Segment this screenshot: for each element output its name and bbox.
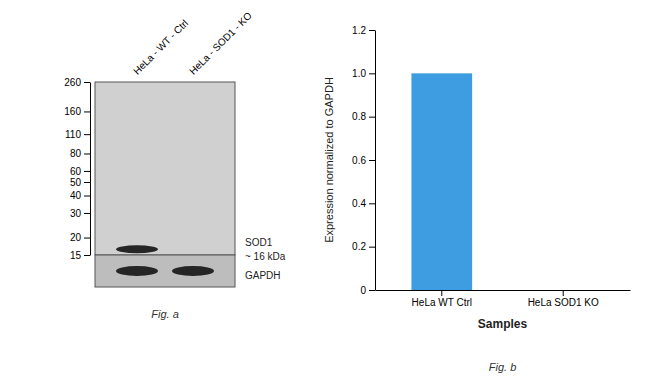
y-axis-title: Expression normalized to GAPDH: [323, 77, 335, 243]
mw-tick: 60: [70, 166, 90, 177]
y-tick: 0.6: [352, 155, 375, 166]
y-axis: 0 0.2 0.4 0.6 0.8 1.0 1.2: [352, 25, 375, 296]
mw-tick-mark: [84, 255, 90, 256]
y-tick-mark: [369, 247, 375, 248]
mw-tick-mark: [84, 111, 90, 112]
bar: [533, 290, 594, 291]
mw-tick-label: 260: [64, 77, 81, 88]
band: [116, 245, 158, 253]
y-tick: 0.8: [352, 111, 375, 122]
mw-tick: 50: [70, 177, 90, 188]
y-tick-mark: [369, 160, 375, 161]
y-tick-label: 0.6: [352, 155, 366, 166]
band-size-label: ~ 16 kDa: [245, 251, 286, 262]
y-tick-mark: [369, 117, 375, 118]
mw-tick-mark: [84, 196, 90, 197]
mw-axis-line: [90, 83, 91, 256]
mw-tick-mark: [84, 153, 90, 154]
mw-tick-label: 60: [70, 166, 82, 177]
mw-tick-label: 15: [70, 250, 82, 261]
mw-tick-label: 40: [70, 190, 82, 201]
mw-tick-mark: [84, 238, 90, 239]
mw-tick-mark: [84, 134, 90, 135]
x-axis: HeLa WT Ctrl HeLa SOD1 KO: [376, 290, 631, 308]
lane-tick-label: HeLa - WT - Ctrl: [131, 17, 190, 76]
y-axis-line: [375, 31, 376, 291]
mw-tick: 20: [70, 232, 90, 243]
bars: [411, 73, 472, 290]
blot-panel: 260 160 110 80 6050 40 30 20 15 HeLa - WT - CtrlH…: [64, 10, 285, 320]
y-tick-mark: [369, 203, 375, 204]
mw-tick-mark: [84, 213, 90, 214]
lane-tick: HeLa - WT - Ctrl: [131, 17, 190, 78]
mw-tick: 80: [70, 148, 90, 159]
mw-tick-label: 30: [70, 208, 82, 219]
y-tick-label: 0.2: [352, 241, 366, 252]
mw-tick-label: 50: [70, 177, 82, 188]
x-tick-mark: [563, 290, 564, 296]
mw-tick-label: 20: [70, 232, 82, 243]
mw-tick-mark: [84, 182, 90, 183]
loading-control-band: [116, 266, 158, 276]
loading-control-label: GAPDH: [245, 270, 281, 281]
x-axis-title: Samples: [478, 317, 528, 331]
y-tick: 0.2: [352, 241, 375, 252]
y-tick-label: 0.4: [352, 198, 366, 209]
mw-tick: 15: [70, 250, 90, 261]
x-tick: HeLa WT Ctrl: [412, 290, 472, 308]
loading-control-panel: [95, 255, 235, 287]
chart-container: 26016011080605040302015HeLa - WT - CtrlH…: [0, 0, 650, 383]
bar-panel: 0 0.2 0.4 0.6 0.8 1.0 1.2 HeLa WT Ctrl HeLa SOD1…: [323, 25, 631, 373]
lane-tick: HeLa - SOD1 - KO: [187, 10, 254, 78]
mw-tick-label: 110: [65, 129, 81, 140]
x-tick-label: HeLa SOD1 KO: [528, 297, 599, 308]
panel-caption: Fig. a: [151, 308, 179, 320]
y-tick-label: 0.8: [352, 111, 366, 122]
y-tick-mark: [369, 290, 375, 291]
y-tick-mark: [369, 73, 375, 74]
x-tick-label: HeLa WT Ctrl: [412, 297, 472, 308]
loading-control-band: [172, 266, 214, 276]
y-tick: 0: [360, 285, 375, 296]
y-tick: 1.0: [352, 68, 375, 79]
mw-tick: 40: [70, 190, 90, 201]
mw-tick: 30: [70, 208, 90, 219]
mw-tick-label: 160: [64, 106, 81, 117]
y-tick-label: 0: [360, 285, 366, 296]
mw-tick-mark: [84, 82, 90, 83]
mw-tick-mark: [84, 171, 90, 172]
bar: [411, 73, 472, 290]
x-tick: HeLa SOD1 KO: [528, 290, 599, 308]
gel: [95, 82, 235, 255]
y-tick-label: 1.2: [352, 25, 366, 36]
mw-tick: 160: [64, 106, 90, 117]
lane-axis: HeLa - WT - CtrlHeLa - SOD1 - KO: [131, 10, 254, 78]
mw-axis: 260 160 110 80 6050 40 30 20 15: [64, 77, 90, 261]
mw-tick: 260: [64, 77, 90, 88]
figure: 26016011080605040302015HeLa - WT - CtrlH…: [0, 0, 650, 383]
panel-caption: Fig. b: [489, 361, 517, 373]
mw-tick-label: 80: [70, 148, 82, 159]
y-tick: 0.4: [352, 198, 375, 209]
y-tick-mark: [369, 30, 375, 31]
lane-tick-label: HeLa - SOD1 - KO: [187, 10, 254, 77]
band-label: SOD1: [245, 237, 273, 248]
y-tick-label: 1.0: [352, 68, 366, 79]
mw-tick: 110: [65, 129, 90, 140]
bands: [116, 245, 158, 253]
x-axis-line: [376, 290, 631, 291]
y-tick: 1.2: [352, 25, 375, 36]
x-tick-mark: [441, 290, 442, 296]
